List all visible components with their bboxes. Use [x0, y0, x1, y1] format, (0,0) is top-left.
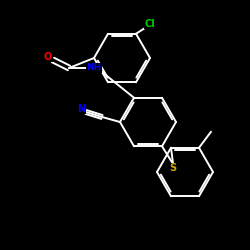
Text: S: S	[170, 163, 176, 173]
Text: Cl: Cl	[144, 19, 156, 29]
Text: N: N	[77, 104, 85, 114]
Text: NH: NH	[86, 64, 102, 72]
Text: O: O	[44, 52, 52, 62]
